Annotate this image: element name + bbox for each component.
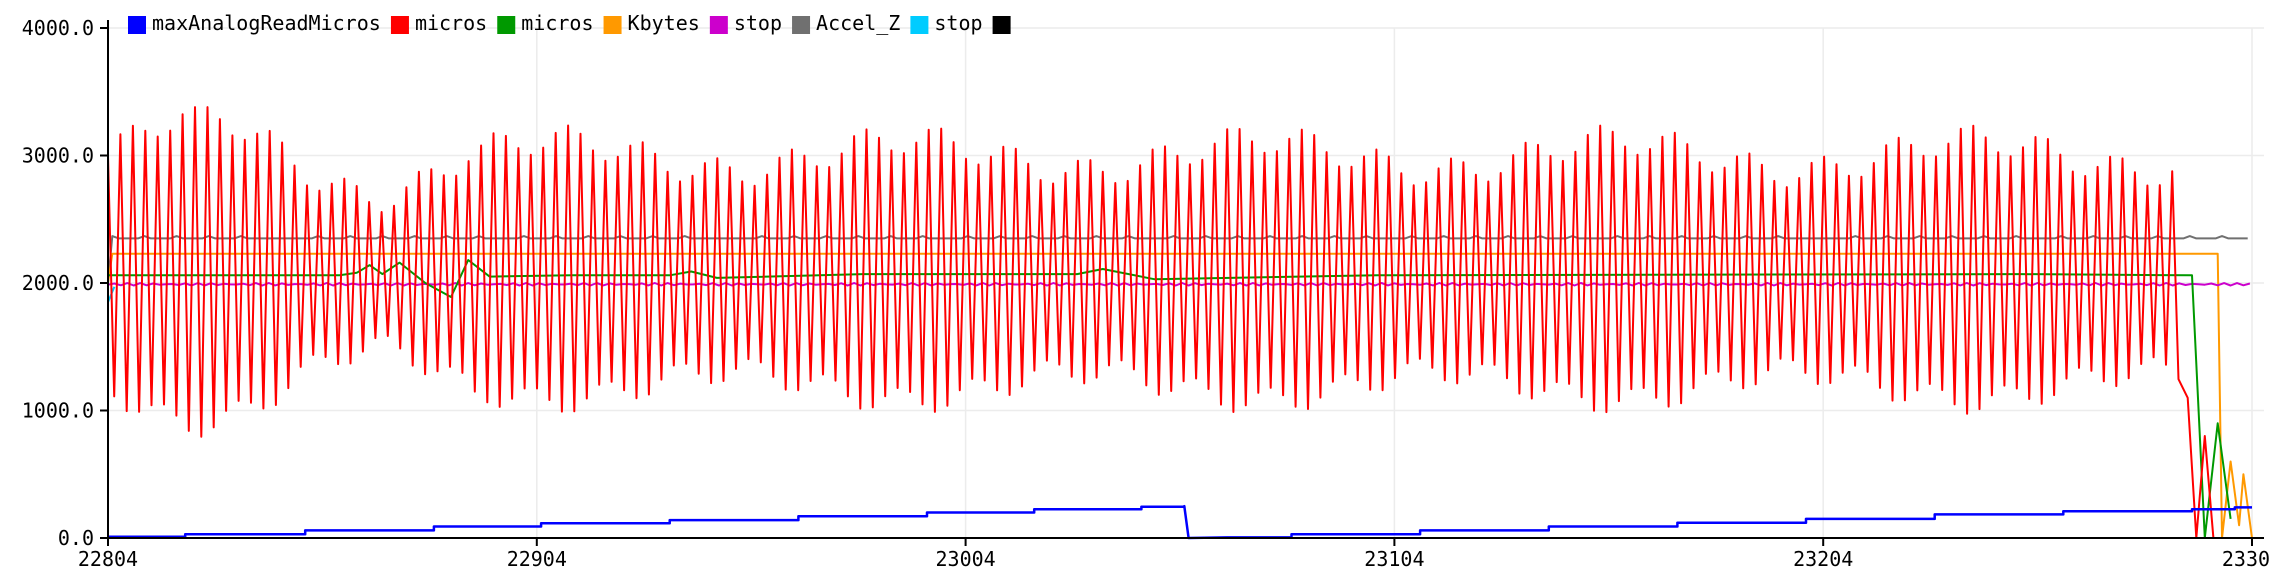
legend-swatch: [603, 16, 622, 34]
legend-swatch: [992, 16, 1011, 34]
series-lines: [107, 106, 2253, 540]
x-tick-label: 23104: [1364, 547, 1424, 570]
legend-swatch: [792, 16, 811, 34]
axes: 0.0 1000.0 2000.0 3000.0 4000.0 22804 22904 230…: [22, 16, 2270, 570]
legend-label: Accel_Z: [816, 11, 900, 35]
y-tick-label: 3000.0: [22, 144, 94, 168]
series-line-kbytes: [107, 252, 2253, 539]
legend-swatch: [128, 16, 146, 34]
legend-swatch: [390, 16, 409, 34]
x-tick-label: 23304: [2222, 547, 2270, 570]
y-tick-label: 2000.0: [22, 271, 94, 295]
y-tick-label: 1000.0: [22, 399, 94, 423]
x-tick-label: 23004: [935, 547, 995, 570]
x-tick-label: 22804: [78, 547, 138, 570]
x-tick-label: 23204: [1793, 547, 1853, 570]
series-line-accel-z: [107, 235, 2248, 284]
legend: maxAnalogReadMicros micros micros Kbytes sto…: [128, 11, 1011, 35]
legend-label: stop: [734, 11, 782, 35]
series-line-max-analog-read-micros: [108, 504, 2252, 540]
legend-label: maxAnalogReadMicros: [152, 11, 381, 35]
legend-label: stop: [934, 11, 982, 35]
legend-label: micros: [521, 11, 593, 35]
legend-label: Kbytes: [628, 11, 700, 35]
series-line-micros-red: [107, 106, 2215, 539]
legend-label: micros: [415, 11, 487, 35]
x-tick-label: 22904: [507, 547, 567, 570]
y-tick-label: 4000.0: [22, 16, 94, 40]
series-line-micros-green: [108, 259, 2232, 539]
legend-swatch: [709, 16, 728, 34]
legend-swatch: [497, 16, 516, 34]
legend-swatch: [910, 16, 929, 34]
y-tick-label: 0.0: [58, 526, 94, 550]
